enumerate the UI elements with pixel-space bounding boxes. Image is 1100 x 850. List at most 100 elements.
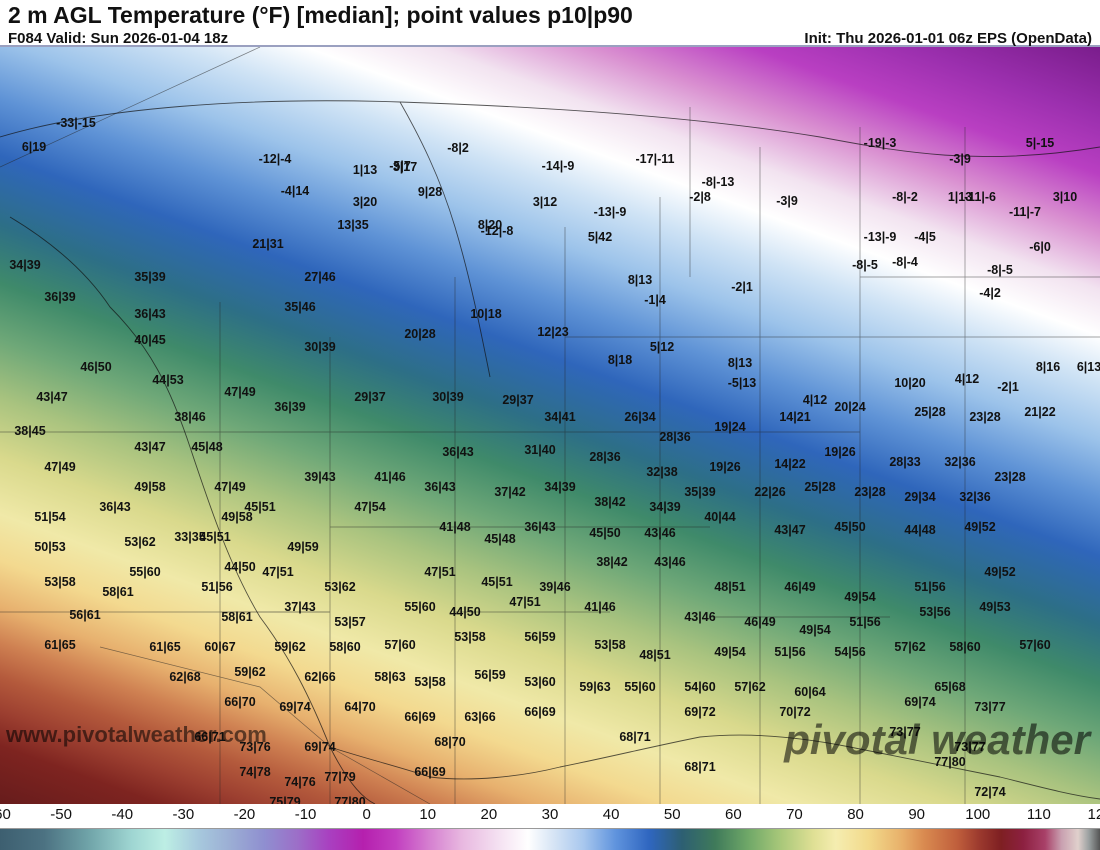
temp-point-label: 66|70 xyxy=(224,695,255,709)
temp-point-label: 9|28 xyxy=(418,185,442,199)
temp-point-label: 1|13 xyxy=(948,190,972,204)
temp-point-label: 43|46 xyxy=(654,555,685,569)
temp-point-label: 49|52 xyxy=(984,565,1015,579)
colorbar-tick-120: 120 xyxy=(1087,806,1100,823)
temp-point-label: 35|39 xyxy=(134,270,165,284)
temp-point-label: 58|60 xyxy=(949,640,980,654)
temp-point-label: 77|79 xyxy=(324,770,355,784)
colorbar-tick-30: 30 xyxy=(542,806,559,823)
temp-point-label: -8|-2 xyxy=(892,190,918,204)
temp-point-label: -3|9 xyxy=(776,194,798,208)
temp-point-label: 57|60 xyxy=(384,638,415,652)
temp-point-label: -8|-5 xyxy=(852,258,878,272)
temp-point-label: 44|50 xyxy=(449,605,480,619)
temp-point-label: 75|79 xyxy=(269,795,300,804)
colorbar-ticks: -60 -50 -40 -30 -20 -10 0 10 20 30 40 50 60 70 80 90 100… xyxy=(0,806,1100,826)
colorbar-tick--20: -20 xyxy=(234,806,256,823)
temp-point-label: 45|51 xyxy=(244,500,275,514)
temp-point-label: 61|65 xyxy=(149,640,180,654)
temp-point-label: 6|19 xyxy=(22,140,46,154)
temp-point-label: 55|60 xyxy=(404,600,435,614)
temp-point-label: 66|69 xyxy=(524,705,555,719)
temp-point-label: 51|54 xyxy=(34,510,65,524)
temp-point-label: -8|-4 xyxy=(892,255,918,269)
temp-point-label: 55|60 xyxy=(624,680,655,694)
temp-point-label: -13|-9 xyxy=(864,230,897,244)
temp-point-label: 65|68 xyxy=(934,680,965,694)
temp-point-label: 12|23 xyxy=(537,325,568,339)
temp-point-label: 60|64 xyxy=(794,685,825,699)
colorbar-tick-0: 0 xyxy=(362,806,370,823)
temp-point-label: 43|47 xyxy=(774,523,805,537)
temp-point-label: -12|-4 xyxy=(259,152,292,166)
temp-point-label: 36|43 xyxy=(524,520,555,534)
temp-point-label: -8|2 xyxy=(447,141,469,155)
temp-point-label: 31|40 xyxy=(524,443,555,457)
temp-point-label: 37|43 xyxy=(284,600,315,614)
temp-point-label: 54|60 xyxy=(684,680,715,694)
temp-point-label: 14|22 xyxy=(774,457,805,471)
valid-time-label: F084 Valid: Sun 2026-01-04 18z xyxy=(8,30,228,47)
temp-point-label: 4|12 xyxy=(803,393,827,407)
temp-point-label: -8|-5 xyxy=(987,263,1013,277)
temp-point-label: 69|72 xyxy=(684,705,715,719)
temp-point-label: 47|51 xyxy=(509,595,540,609)
temp-point-label: 48|51 xyxy=(714,580,745,594)
colorbar-gradient[interactable] xyxy=(0,828,1100,850)
temp-point-label: 53|62 xyxy=(124,535,155,549)
temp-point-label: 53|60 xyxy=(524,675,555,689)
temp-point-label: 72|74 xyxy=(974,785,1005,799)
colorbar-container: -60 -50 -40 -30 -20 -10 0 10 20 30 40 50 60 70 80 90 100… xyxy=(0,804,1100,850)
temp-point-label: 38|46 xyxy=(174,410,205,424)
temp-point-label: -2|8 xyxy=(689,190,711,204)
temp-point-label: 57|60 xyxy=(1019,638,1050,652)
temp-point-label: 13|35 xyxy=(337,218,368,232)
temp-point-label: 68|71 xyxy=(684,760,715,774)
temp-point-label: 27|46 xyxy=(304,270,335,284)
temp-point-label: 56|61 xyxy=(69,608,100,622)
temp-point-label: 51|56 xyxy=(201,580,232,594)
temp-point-label: 30|39 xyxy=(432,390,463,404)
colorbar-tick-40: 40 xyxy=(603,806,620,823)
temp-point-label: 30|39 xyxy=(304,340,335,354)
temp-point-label: 53|58 xyxy=(414,675,445,689)
temp-point-label: 3|12 xyxy=(533,195,557,209)
colorbar-tick-110: 110 xyxy=(1027,806,1051,823)
temp-point-label: 20|24 xyxy=(834,400,865,414)
temp-point-label: 8|13 xyxy=(728,356,752,370)
temp-point-label: 51|56 xyxy=(914,580,945,594)
temp-point-label: 34|39 xyxy=(649,500,680,514)
temp-point-label: 53|62 xyxy=(324,580,355,594)
temp-point-label: 73|77 xyxy=(974,700,1005,714)
temp-point-label: 34|41 xyxy=(544,410,575,424)
temp-point-label: 8|16 xyxy=(1036,360,1060,374)
temp-point-label: 48|51 xyxy=(639,648,670,662)
temp-point-label: 55|60 xyxy=(129,565,160,579)
temp-point-label: 51|56 xyxy=(849,615,880,629)
colorbar-tick--30: -30 xyxy=(172,806,194,823)
temp-point-label: 4|12 xyxy=(955,372,979,386)
temp-point-label: -4|5 xyxy=(914,230,936,244)
temp-point-label: 44|50 xyxy=(224,560,255,574)
temp-point-label: 39|46 xyxy=(539,580,570,594)
temp-point-label: 56|59 xyxy=(524,630,555,644)
temp-point-label: -11|-7 xyxy=(1009,205,1041,219)
temp-point-label: 51|56 xyxy=(774,645,805,659)
init-time-label: Init: Thu 2026-01-01 06z EPS (OpenData) xyxy=(804,30,1092,47)
colorbar-tick-90: 90 xyxy=(908,806,925,823)
temperature-map[interactable]: 6|19 -33|-15 -12|-4 -4|14 -8|2 -5|7 -14|-9 -17|… xyxy=(0,47,1100,804)
temp-point-label: 41|46 xyxy=(374,470,405,484)
colorbar-tick-20: 20 xyxy=(481,806,498,823)
temp-point-label: 53|57 xyxy=(334,615,365,629)
temp-point-label: 74|78 xyxy=(239,765,270,779)
temp-point-label: -2|1 xyxy=(731,280,753,294)
temp-point-label: -14|-9 xyxy=(542,159,575,173)
temp-point-label: 60|67 xyxy=(204,640,235,654)
temp-point-label: 22|26 xyxy=(754,485,785,499)
temp-point-label: 1|13 xyxy=(353,163,377,177)
colorbar-tick--10: -10 xyxy=(295,806,317,823)
temp-point-label: 36|43 xyxy=(442,445,473,459)
temp-point-label: 45|48 xyxy=(484,532,515,546)
temp-point-label: 43|46 xyxy=(644,526,675,540)
temp-point-label: 54|56 xyxy=(834,645,865,659)
